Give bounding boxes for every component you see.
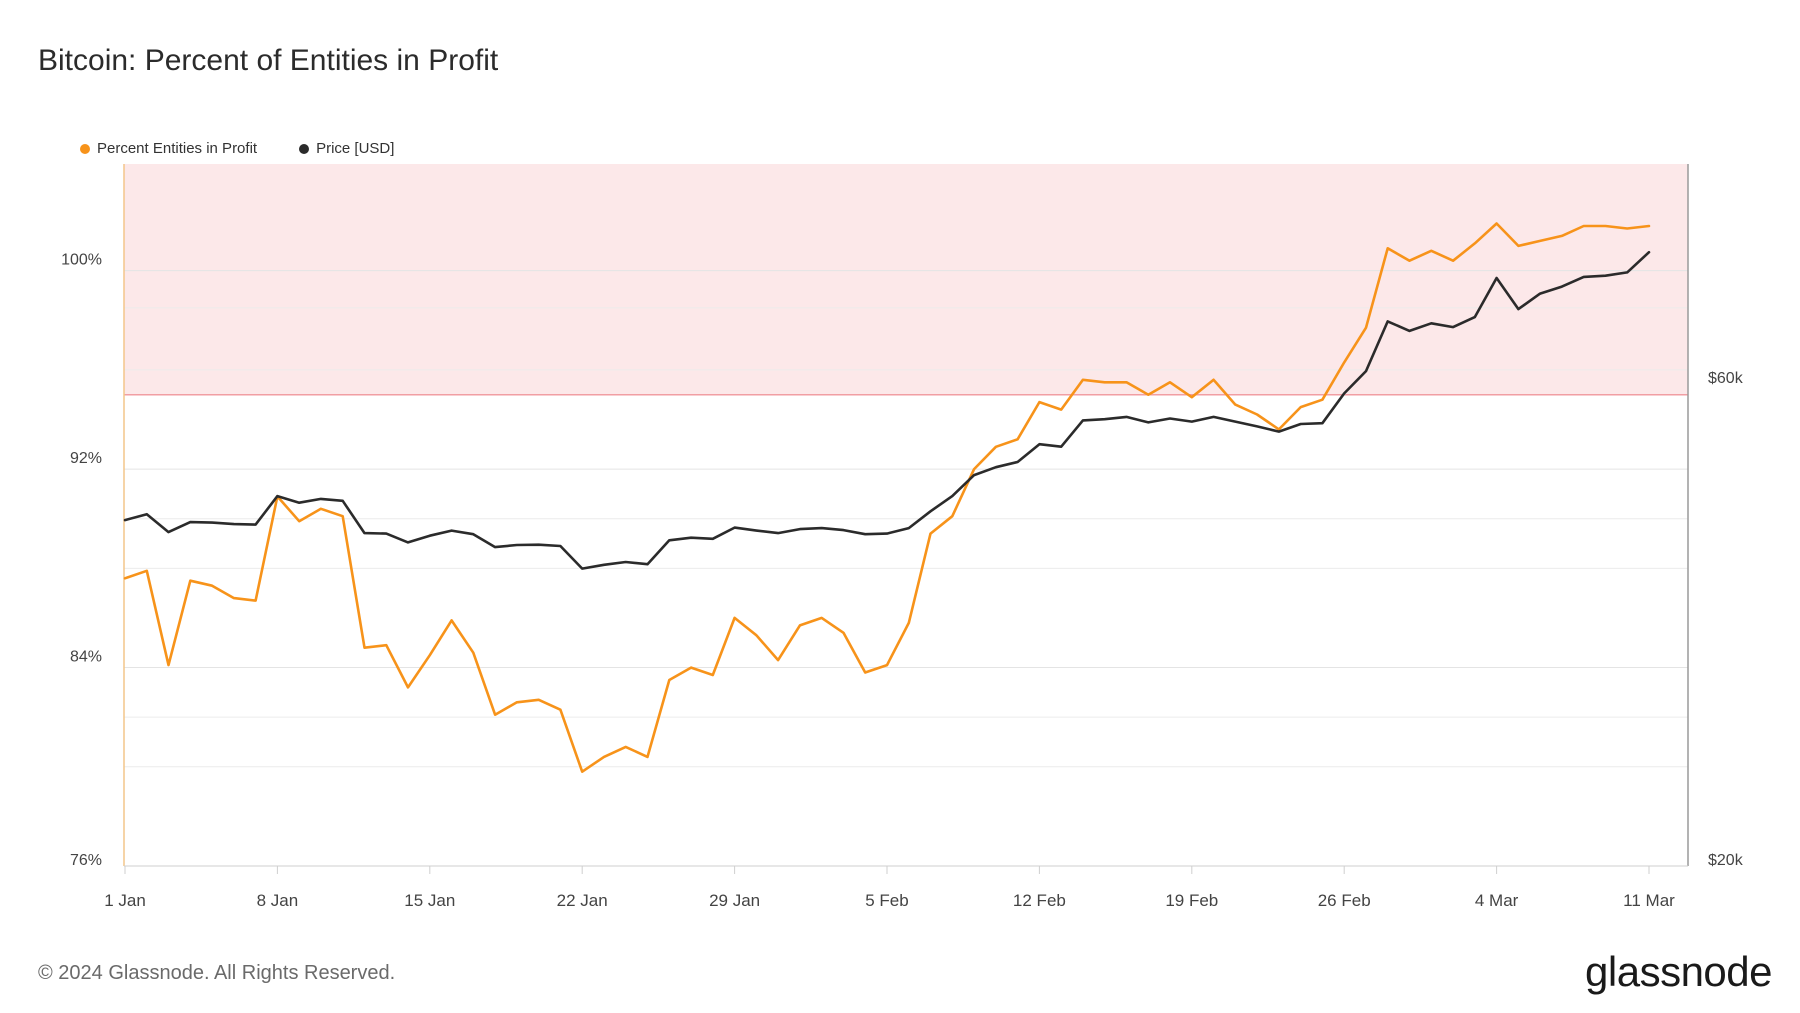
y-left-tick-label: 84% bbox=[70, 649, 102, 666]
legend-label-price: Price [USD] bbox=[316, 140, 395, 157]
x-tick-label: 26 Feb bbox=[1318, 891, 1371, 910]
y-right-tick-label: $60k bbox=[1708, 370, 1744, 387]
legend-item-percent[interactable]: Percent Entities in Profit bbox=[80, 140, 257, 157]
legend-dot-percent-icon bbox=[80, 143, 90, 154]
copyright-footer: © 2024 Glassnode. All Rights Reserved. bbox=[38, 962, 396, 984]
x-tick-label: 1 Jan bbox=[104, 891, 146, 910]
chart-plot: 76% 84% 92% 100% $20k $60k 1 Jan 8 Jan 15 Jan 22 … bbox=[61, 164, 1744, 910]
x-tick-label: 15 Jan bbox=[404, 891, 455, 910]
legend-dot-price-icon bbox=[299, 143, 310, 154]
percent-in-profit-line bbox=[123, 222, 1651, 774]
legend-label-percent: Percent Entities in Profit bbox=[97, 140, 258, 157]
y-right-tick-label: $20k bbox=[1708, 852, 1744, 869]
x-tick-label: 19 Feb bbox=[1165, 891, 1218, 910]
chart-title: Bitcoin: Percent of Entities in Profit bbox=[38, 44, 499, 77]
x-tick-label: 4 Mar bbox=[1475, 891, 1519, 910]
y-left-tick-label: 100% bbox=[61, 252, 102, 269]
chart-legend: Percent Entities in Profit Price [USD] bbox=[80, 140, 394, 157]
x-tick-label: 22 Jan bbox=[557, 891, 608, 910]
x-tick-label: 5 Feb bbox=[865, 891, 908, 910]
y-left-tick-label: 76% bbox=[70, 852, 102, 869]
high-profit-zone bbox=[124, 164, 1688, 395]
x-tick-label: 11 Mar bbox=[1623, 891, 1675, 910]
x-tick-label: 12 Feb bbox=[1013, 891, 1066, 910]
x-tick-label: 29 Jan bbox=[709, 891, 760, 910]
y-left-tick-label: 92% bbox=[70, 450, 102, 467]
x-tick-label: 8 Jan bbox=[257, 891, 299, 910]
glassnode-logo: glassnode bbox=[1585, 948, 1772, 995]
legend-item-price[interactable]: Price [USD] bbox=[299, 140, 394, 157]
price-line bbox=[123, 250, 1651, 570]
